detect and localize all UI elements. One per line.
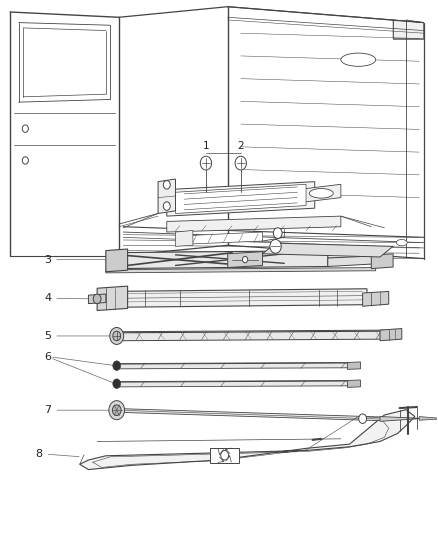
Polygon shape bbox=[80, 410, 415, 470]
Circle shape bbox=[22, 125, 28, 132]
Circle shape bbox=[243, 256, 248, 263]
Polygon shape bbox=[176, 184, 306, 214]
Polygon shape bbox=[328, 256, 376, 266]
Polygon shape bbox=[347, 380, 360, 387]
Circle shape bbox=[163, 181, 170, 189]
Text: 5: 5 bbox=[44, 331, 112, 341]
Circle shape bbox=[113, 379, 120, 389]
Polygon shape bbox=[110, 289, 367, 308]
Text: 4: 4 bbox=[44, 293, 90, 303]
Circle shape bbox=[110, 327, 124, 344]
Polygon shape bbox=[167, 216, 341, 232]
Polygon shape bbox=[119, 381, 350, 387]
Circle shape bbox=[109, 401, 124, 419]
Text: 7: 7 bbox=[44, 405, 113, 415]
Circle shape bbox=[113, 405, 121, 416]
Polygon shape bbox=[167, 182, 315, 216]
Polygon shape bbox=[380, 417, 428, 421]
Polygon shape bbox=[371, 254, 393, 269]
Polygon shape bbox=[262, 243, 393, 257]
Polygon shape bbox=[106, 249, 127, 272]
Polygon shape bbox=[363, 292, 389, 306]
Polygon shape bbox=[110, 251, 328, 269]
Circle shape bbox=[22, 157, 28, 164]
Ellipse shape bbox=[341, 53, 376, 66]
Polygon shape bbox=[119, 409, 385, 421]
Polygon shape bbox=[119, 362, 350, 369]
Polygon shape bbox=[97, 286, 127, 311]
Circle shape bbox=[235, 156, 247, 170]
Circle shape bbox=[113, 361, 120, 370]
Text: 3: 3 bbox=[44, 255, 105, 264]
Polygon shape bbox=[380, 328, 402, 341]
Polygon shape bbox=[419, 417, 438, 420]
Polygon shape bbox=[347, 362, 360, 369]
Circle shape bbox=[270, 239, 281, 253]
Text: 2: 2 bbox=[237, 141, 244, 151]
Polygon shape bbox=[88, 294, 106, 304]
Polygon shape bbox=[158, 179, 176, 214]
Circle shape bbox=[273, 228, 282, 238]
Polygon shape bbox=[176, 230, 193, 246]
Bar bbox=[210, 448, 239, 463]
Circle shape bbox=[359, 414, 367, 423]
Polygon shape bbox=[119, 330, 385, 341]
Ellipse shape bbox=[396, 239, 407, 246]
Text: 8: 8 bbox=[35, 449, 79, 459]
Polygon shape bbox=[106, 268, 376, 273]
Text: 1: 1 bbox=[203, 141, 209, 151]
Circle shape bbox=[163, 202, 170, 211]
Circle shape bbox=[221, 450, 229, 460]
Circle shape bbox=[93, 294, 101, 304]
Polygon shape bbox=[184, 232, 262, 244]
Polygon shape bbox=[297, 184, 341, 203]
Circle shape bbox=[200, 156, 212, 170]
Text: 6: 6 bbox=[44, 352, 51, 361]
Circle shape bbox=[113, 331, 120, 341]
Ellipse shape bbox=[309, 189, 333, 198]
Polygon shape bbox=[393, 20, 424, 38]
Polygon shape bbox=[228, 252, 262, 268]
